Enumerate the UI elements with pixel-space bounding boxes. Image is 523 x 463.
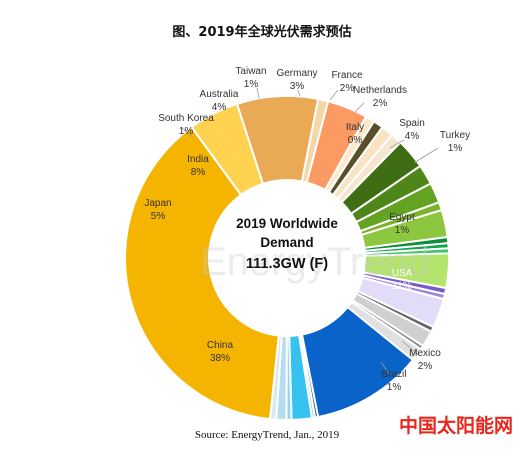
label-france-value: 2% [340,83,355,94]
label-germany-name: Germany [276,68,317,79]
leader-mexico [401,340,421,357]
leader-brazil [380,361,390,375]
label-australia-name: Australia [200,89,239,100]
leader-netherlands [354,102,365,113]
label-egypt-name: Egypt [389,212,415,223]
label-spain-value: 4% [405,131,420,142]
chart-title: 图、2019年全球光伏需求预估 [172,24,351,40]
label-netherlands-name: Netherlands [353,85,407,96]
label-india-value: 8% [191,167,206,178]
label-italy-value: 0% [348,135,363,146]
label-turkey-name: Turkey [440,130,470,141]
label-india-name: India [187,154,209,165]
site-logo: 中国太阳能网 [399,414,513,437]
donut-hole [209,180,365,336]
label-china-value: 38% [210,353,230,364]
label-brazil-value: 1% [387,382,402,393]
label-japan-name: Japan [144,198,171,209]
label-turkey-value: 1% [448,143,463,154]
label-south-korea-name: South Korea [158,113,214,124]
leader-south-korea [181,127,194,139]
label-egypt-value: 1% [395,225,410,236]
center-line-3: 111.3GW (F) [246,256,328,272]
label-taiwan-value: 1% [244,79,259,90]
label-taiwan-name: Taiwan [235,66,266,77]
label-japan-value: 5% [151,211,166,222]
leader-turkey [413,147,439,164]
label-netherlands-value: 2% [373,98,388,109]
center-line-2: Demand [260,235,313,250]
label-mexico-value: 2% [418,361,433,372]
leader-lines [181,87,439,375]
label-italy-name: Italy [346,122,364,133]
label-china-name: China [207,340,234,351]
slice-labels: China 38% Japan 5% India 8% South Korea 1% Austr… [144,66,470,393]
leader-taiwan [256,87,260,99]
label-australia-value: 4% [212,102,227,113]
leader-germany [297,89,301,97]
center-line-1: 2019 Worldwide [236,216,338,231]
label-spain-name: Spain [399,118,425,129]
source-note: Source: EnergyTrend, Jan., 2019 [195,429,340,441]
watermark-text: EnergyTrend [200,240,430,284]
label-brazil-name: Brazil [381,369,406,380]
label-mexico-name: Mexico [409,348,441,359]
label-usa-value: 11% [392,281,411,292]
leader-spain [389,139,405,149]
label-germany-value: 3% [290,81,305,92]
leader-france [329,89,339,101]
label-usa-name: USA [392,268,413,279]
label-south-korea-value: 1% [179,126,194,137]
label-france-name: France [331,70,363,81]
